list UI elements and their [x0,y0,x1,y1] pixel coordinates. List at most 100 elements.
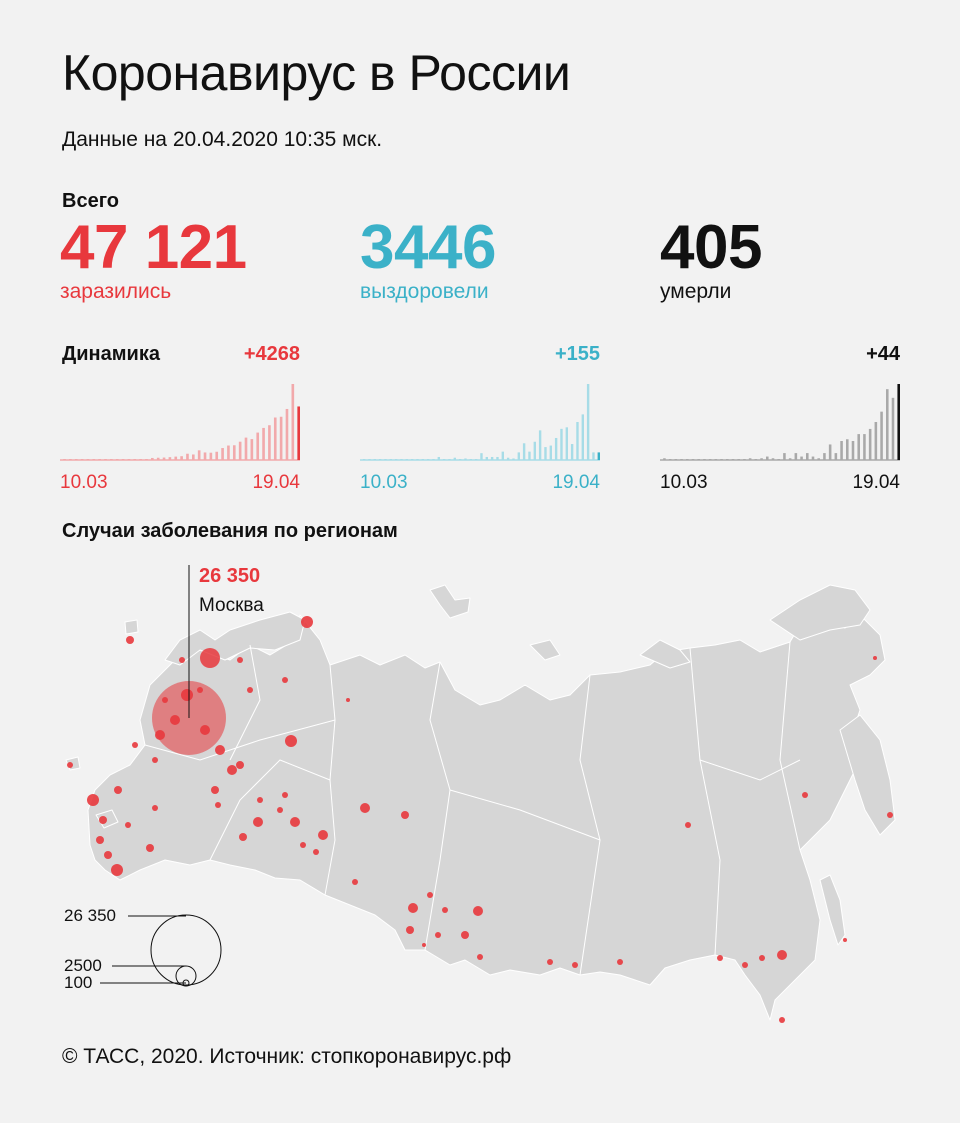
region-bubble [572,962,578,968]
border-north [229,644,261,761]
region-bubble [236,761,244,769]
spark-bar [250,439,254,460]
spark-bar [754,459,758,460]
region-bubble [200,648,220,668]
spark-bar [279,416,283,460]
spark-bar [115,459,119,460]
region-bubble [285,735,297,747]
region-bubble [779,1017,785,1023]
region-bubble [442,907,448,913]
spark-bar [92,459,96,460]
spark-bar [674,459,678,460]
spark-bar [139,459,142,460]
region-bubble [126,636,134,644]
moscow-value: 26 350 [199,565,261,587]
region-bubble [96,836,104,844]
spark-bar [63,459,66,460]
spark-bar [203,452,207,460]
border-yakutia [689,647,721,956]
stat-infected: 47 121 заразились [60,216,247,304]
spark-bar [458,459,462,460]
spark-bar [156,457,160,460]
region-bubble [247,687,253,693]
region-chukotka [769,584,871,641]
region-bubble [215,802,221,808]
spark-bar [668,459,672,460]
spark-bar [714,459,718,460]
spark-bar [297,406,300,460]
spark-infected-bars [60,384,300,461]
region-bubble [152,805,158,811]
dynamics-label: Динамика [62,343,160,365]
stat-deaths: 405 умерли [660,216,762,304]
region-bubble [211,786,219,794]
spark-bar [794,453,798,460]
region-bubble [617,959,623,965]
legend-label-medium: 2500 [64,956,102,975]
spark-bar [726,459,729,460]
region-bubble [155,730,165,740]
region-bubble [200,725,210,735]
region-bubble [132,742,138,748]
spark-bar [86,459,90,460]
legend-circle-large [150,914,222,986]
spark-bar [817,458,820,460]
region-bubble [346,698,350,702]
region-bubble [290,817,300,827]
spark-bar [760,458,763,460]
spark-infected-increment: +4268 [243,343,300,365]
spark-bar [538,430,542,460]
spark-bar [560,428,563,460]
region-bubble [300,842,306,848]
region-bubble [179,657,185,663]
spark-bar [378,459,382,460]
spark-recovered-bars [360,384,600,461]
region-bubble [742,962,748,968]
border-ob [449,789,601,841]
region-bubble [408,903,418,913]
spark-recovered: +155 10.03 19.04 [360,340,600,500]
spark-bar [238,441,242,460]
spark-bar [823,453,826,460]
spark-bar [464,458,467,460]
spark-bar [777,459,780,460]
spark-bar [186,453,189,460]
spark-bar [703,459,706,460]
spark-bar [834,453,838,460]
spark-bar [268,425,271,460]
spark-bar [474,459,478,460]
page-title: Коронавирус в России [62,45,571,101]
spark-bar [506,457,510,460]
spark-bar [522,443,526,460]
region-bubble [215,745,225,755]
region-bubble [461,931,469,939]
border-south [209,759,331,861]
spark-bar [262,427,265,460]
spark-bar [788,458,792,460]
region-bubble [406,926,414,934]
legend-label-small: 100 [64,973,93,992]
region-bubble [162,697,168,703]
region-bubble [67,762,73,768]
spark-bar [426,459,430,460]
spark-bar [285,408,289,460]
region-bubble [181,689,193,701]
spark-bar [432,459,435,460]
spark-bar [708,459,712,460]
spark-bar [209,452,213,460]
spark-bar [663,458,666,460]
spark-bar [512,458,515,460]
spark-bar [437,456,440,460]
spark-bar [416,459,419,460]
map-land [65,584,896,1021]
spark-bar [597,452,600,460]
region-bubble [282,792,288,798]
region-bubble [777,950,787,960]
region-bubble [146,844,154,852]
region-bubble [170,715,180,725]
spark-bar [891,397,895,460]
spark-deaths-bars [660,384,900,461]
regions-label: Случаи заболевания по регионам [62,520,398,542]
region-sakhalin [819,874,846,946]
spark-bar [480,453,483,460]
